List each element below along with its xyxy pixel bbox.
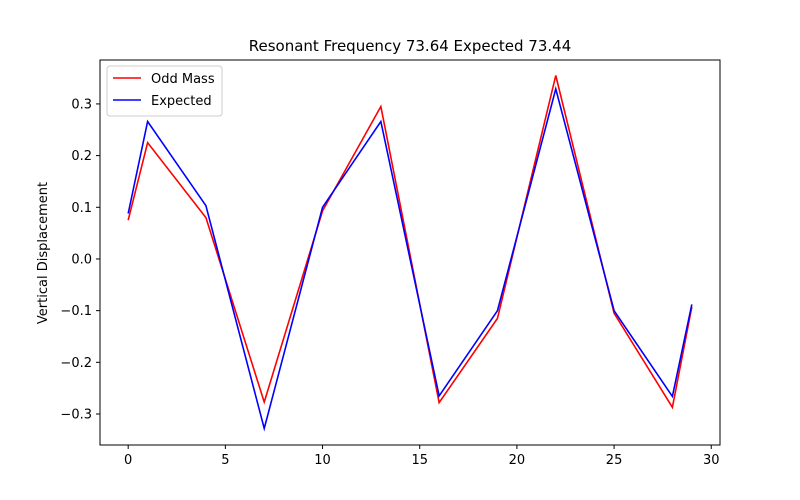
x-tick-label-4: 20: [509, 453, 526, 468]
y-tick-label-4: 0.1: [71, 201, 92, 216]
y-tick-label-1: −0.2: [60, 356, 92, 371]
x-tick-label-1: 5: [221, 453, 229, 468]
x-tick-label-3: 15: [411, 453, 428, 468]
y-tick-label-3: 0.0: [71, 252, 92, 267]
plot-frame: [99, 59, 721, 446]
x-tick-label-5: 25: [606, 453, 623, 468]
x-tick-label-2: 10: [314, 453, 331, 468]
series-line-0: [127, 75, 693, 410]
y-tick-label-0: −0.3: [60, 407, 92, 422]
plot-area: [127, 75, 693, 432]
legend-label-1: Expected: [151, 94, 212, 109]
axes: 0 5 10 15 20 25 30 −0.3 −0.2 −0.1 0.0 0.1 0.2 0.3: [60, 97, 719, 468]
y-tick-label-6: 0.3: [71, 97, 92, 112]
legend: Odd Mass Expected: [106, 65, 223, 117]
legend-label-0: Odd Mass: [151, 72, 215, 87]
y-tick-label-2: −0.1: [60, 304, 92, 319]
series-line-1: [127, 85, 693, 432]
x-tick-label-6: 30: [703, 453, 720, 468]
chart-title: Resonant Frequency 73.64 Expected 73.44: [249, 37, 572, 55]
y-axis-label: Vertical Displacement: [36, 182, 51, 324]
x-tick-label-0: 0: [124, 453, 132, 468]
y-tick-label-5: 0.2: [71, 149, 92, 164]
